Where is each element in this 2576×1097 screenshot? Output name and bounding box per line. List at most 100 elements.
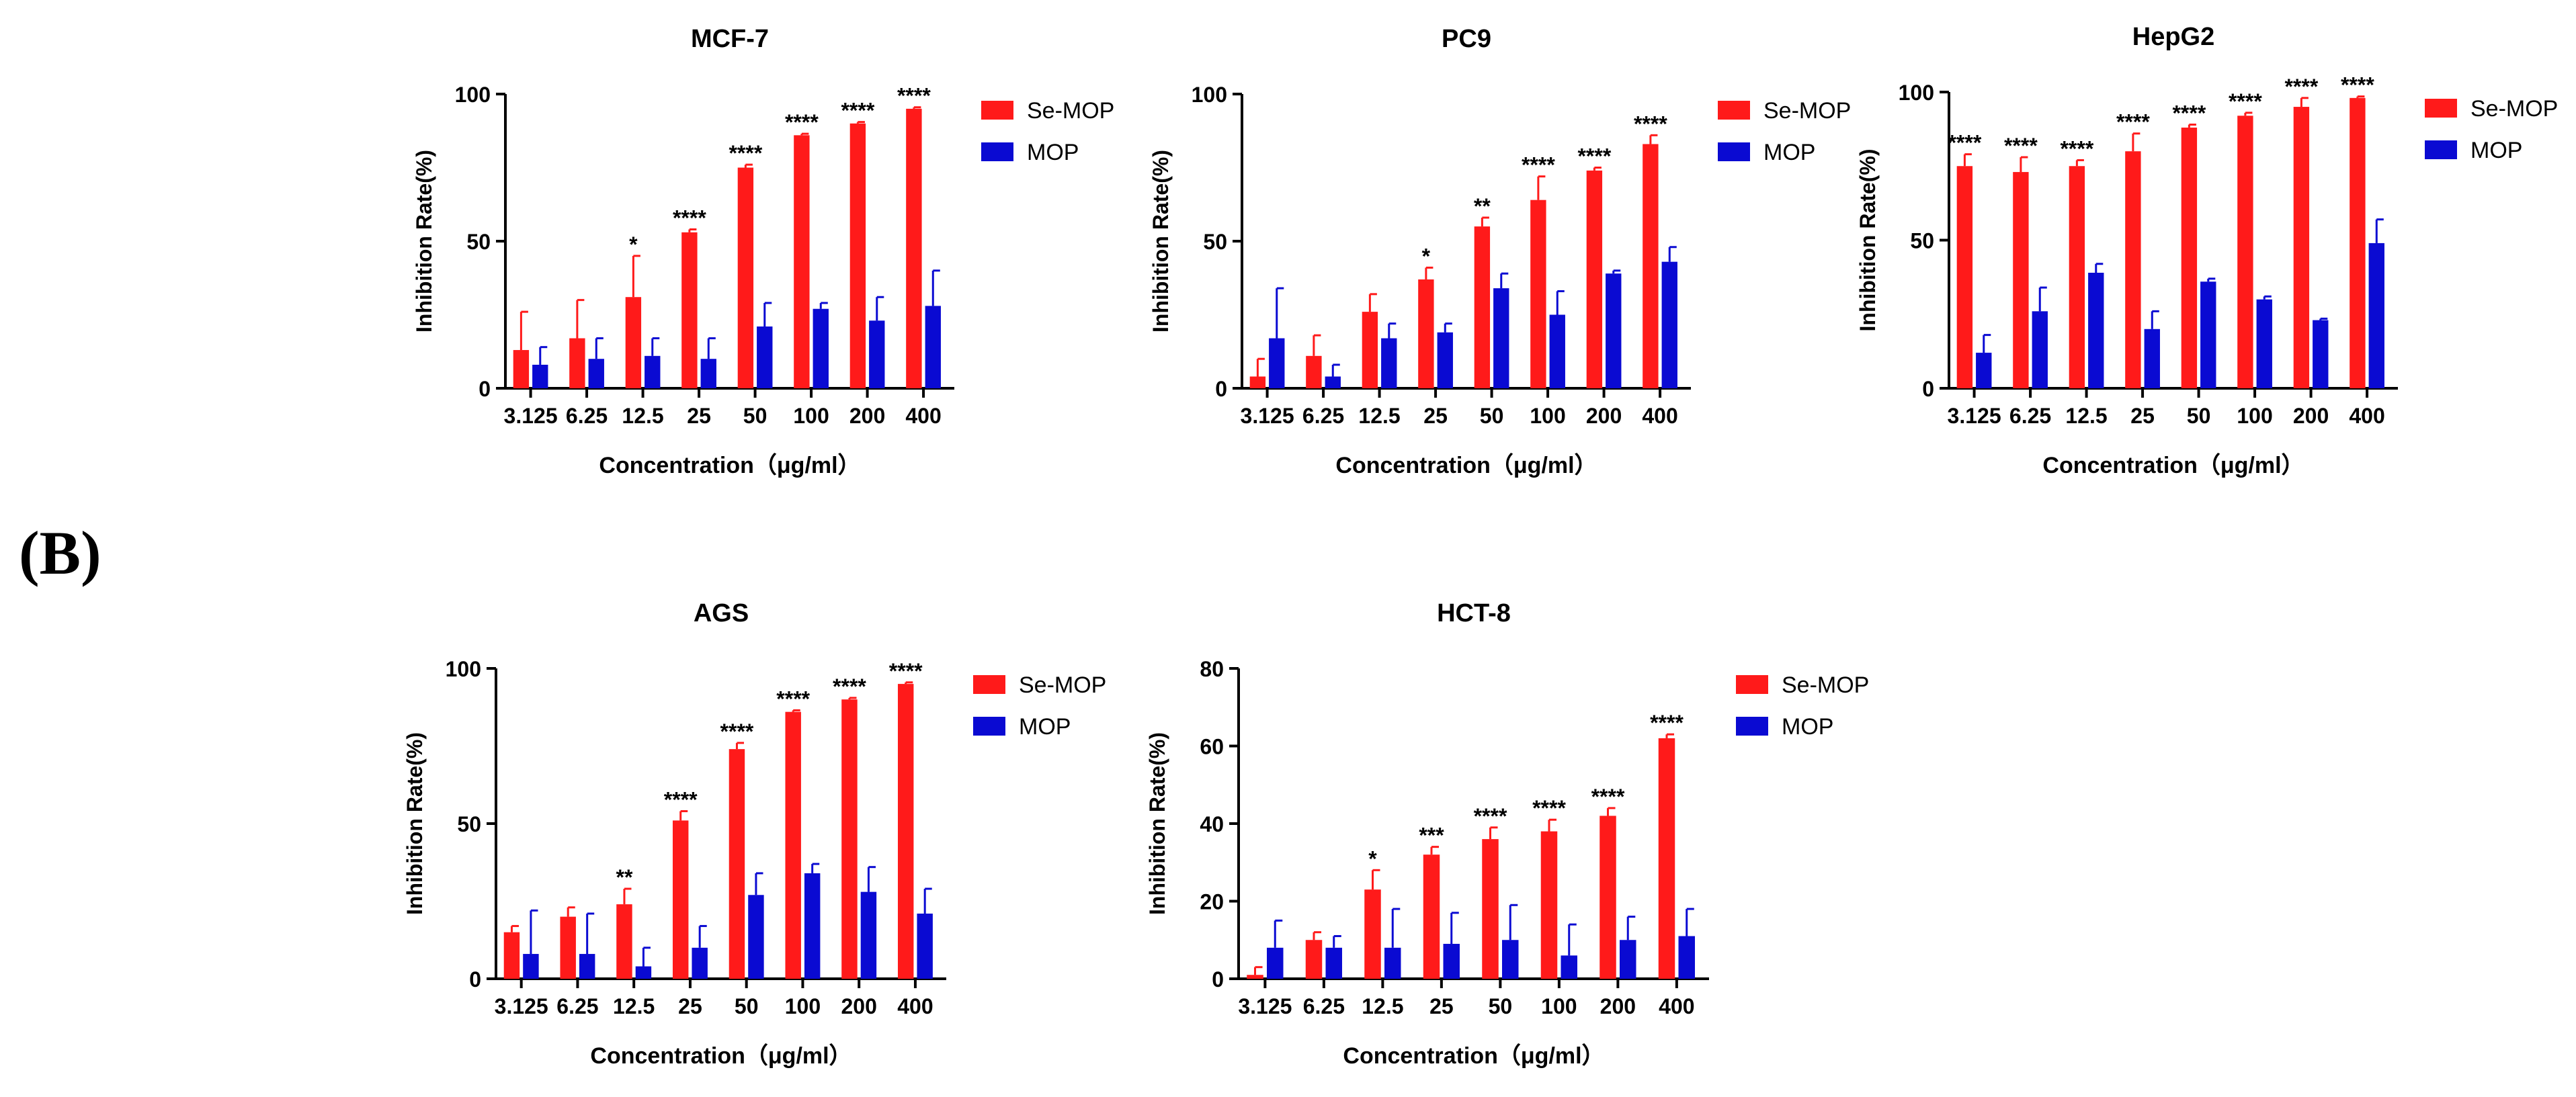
significance-marker: ****	[2060, 136, 2093, 161]
mop-bar	[2256, 299, 2272, 388]
significance-marker: ****	[1532, 796, 1566, 820]
x-tick-label: 400	[905, 404, 941, 428]
mop-bar	[2144, 328, 2160, 388]
x-tick-label: 25	[678, 994, 702, 1018]
se-mop-bar	[1599, 816, 1616, 979]
mop-bar	[813, 308, 829, 388]
x-tick-label: 3.125	[504, 404, 558, 428]
se-mop-bar	[1249, 376, 1266, 388]
x-tick-label: 12.5	[1362, 994, 1403, 1018]
x-axis-label: Concentration（μg/ml）	[590, 1043, 851, 1069]
chart-mcf-7: MCF-7 0 50 100 Inhibition Rate(%) 3.125 6.25 12…	[412, 25, 1114, 478]
se-mop-bar	[1482, 839, 1499, 979]
mop-bar	[1384, 947, 1401, 979]
legend-label: MOP	[1019, 714, 1071, 740]
x-tick-label: 3.125	[1948, 404, 2001, 428]
legend-swatch	[973, 717, 1005, 736]
y-axis-label: Inhibition Rate(%)	[1145, 732, 1169, 915]
x-tick-label: 12.5	[613, 994, 655, 1018]
se-mop-bar	[841, 699, 858, 979]
x-tick-label: 6.25	[1302, 404, 1344, 428]
significance-marker: ***	[1419, 824, 1444, 848]
y-tick-label: 50	[457, 812, 481, 836]
se-mop-bar	[2293, 107, 2310, 389]
chart-pc9: PC9 0 50 100 Inhibition Rate(%) 3.125 6.25 12.5…	[1149, 25, 1851, 478]
se-mop-bar	[1418, 279, 1434, 388]
significance-marker: *	[629, 232, 638, 257]
se-mop-bar	[2013, 172, 2029, 388]
se-mop-bar	[737, 167, 754, 388]
y-tick-label: 20	[1200, 890, 1224, 914]
significance-marker: *	[1422, 244, 1431, 268]
significance-marker: ****	[1634, 112, 1667, 136]
x-tick-label: 100	[1530, 404, 1565, 428]
significance-marker: ****	[833, 674, 866, 699]
mop-bar	[2088, 273, 2104, 388]
se-mop-bar	[681, 232, 698, 388]
se-mop-bar	[2181, 127, 2198, 389]
x-axis-label: Concentration（μg/ml）	[2042, 452, 2304, 478]
se-mop-bar	[785, 711, 801, 979]
significance-marker: ****	[776, 687, 810, 711]
y-tick-label: 100	[455, 83, 491, 107]
x-tick-label: 50	[735, 994, 759, 1018]
se-mop-bar	[1306, 355, 1322, 388]
x-tick-label: 3.125	[495, 994, 548, 1018]
x-tick-label: 50	[2187, 404, 2211, 428]
mop-bar	[1381, 338, 1397, 388]
x-tick-label: 25	[1423, 404, 1448, 428]
x-tick-label: 100	[785, 994, 821, 1018]
significance-marker: ****	[2284, 75, 2318, 99]
se-mop-bar	[729, 749, 745, 979]
mop-bar	[2313, 320, 2329, 388]
se-mop-bar	[2350, 97, 2366, 388]
mop-bar	[692, 947, 708, 979]
x-tick-label: 50	[1480, 404, 1504, 428]
se-mop-bar	[616, 904, 632, 979]
mop-bar	[1606, 273, 1622, 388]
legend-label: Se-MOP	[1763, 98, 1851, 124]
mop-bar	[860, 891, 877, 979]
se-mop-bar	[849, 123, 866, 389]
se-mop-bar	[1956, 166, 1973, 388]
se-mop-bar	[625, 297, 642, 388]
se-mop-bar	[1530, 200, 1546, 388]
mop-bar	[1269, 338, 1285, 388]
se-mop-bar	[1658, 738, 1675, 979]
mop-bar	[1437, 332, 1453, 388]
significance-marker: ****	[841, 99, 874, 123]
legend-swatch	[981, 142, 1013, 161]
y-tick-label: 0	[1212, 967, 1224, 992]
significance-marker: ****	[2172, 101, 2206, 126]
mop-bar	[1561, 955, 1577, 979]
x-tick-label: 3.125	[1241, 404, 1294, 428]
legend-swatch	[1736, 717, 1768, 736]
se-mop-bar	[1474, 226, 1491, 388]
legend-label: Se-MOP	[1019, 672, 1106, 698]
mop-bar	[700, 359, 716, 388]
y-axis-label: Inhibition Rate(%)	[412, 150, 436, 333]
mop-bar	[588, 359, 604, 388]
legend-label: MOP	[2470, 138, 2522, 163]
x-tick-label: 100	[1541, 994, 1577, 1018]
y-tick-label: 0	[1215, 377, 1227, 401]
mop-bar	[635, 966, 652, 979]
se-mop-bar	[1643, 144, 1659, 388]
mop-bar	[579, 954, 595, 979]
y-tick-label: 0	[469, 967, 481, 992]
chart-ags: AGS 0 50 100 Inhibition Rate(%) 3.125 6.25 12.5…	[403, 599, 1106, 1069]
x-tick-label: 50	[743, 404, 767, 428]
significance-marker: ****	[1577, 144, 1611, 169]
x-tick-label: 400	[1642, 404, 1677, 428]
se-mop-bar	[906, 108, 922, 388]
se-mop-bar	[513, 350, 530, 388]
legend-label: Se-MOP	[2470, 96, 2558, 122]
chart-title: AGS	[694, 599, 749, 627]
legend-label: Se-MOP	[1027, 98, 1114, 124]
significance-marker: ****	[1591, 785, 1625, 809]
se-mop-bar	[1362, 312, 1378, 388]
x-tick-label: 200	[841, 994, 876, 1018]
mop-bar	[1976, 353, 1992, 388]
panel-label-b: (B)	[19, 519, 101, 587]
mop-bar	[1493, 288, 1509, 388]
